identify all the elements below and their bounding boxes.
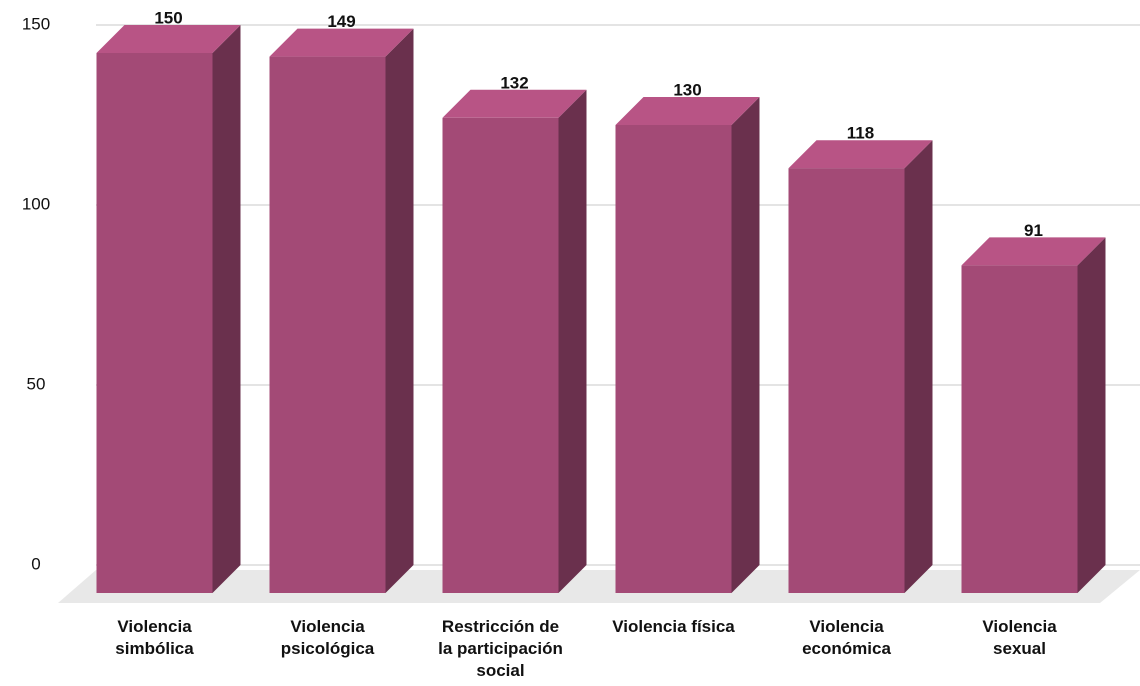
bar-side (212, 25, 241, 593)
y-tick-label: 0 (31, 554, 40, 573)
bar-side (558, 89, 587, 594)
bar (961, 237, 1106, 593)
bar (96, 25, 241, 593)
x-tick-label-line: Violencia (117, 617, 192, 636)
x-tick-label-line: Restricción de (442, 617, 559, 636)
x-tick-label: Violencia psicológica (281, 617, 375, 658)
bar-top (442, 89, 587, 118)
value-label: 150 (154, 8, 182, 27)
bar-side (1077, 237, 1106, 593)
bar (442, 89, 587, 594)
x-tick-label-line: social (476, 661, 524, 680)
x-tick-label-line: Violencia (290, 617, 365, 636)
bar-top (961, 237, 1106, 266)
bar-side (385, 28, 414, 594)
value-label: 118 (847, 124, 874, 143)
x-tick-label-line: sexual (993, 639, 1046, 658)
x-tick-label: Violencia económica (802, 617, 891, 658)
x-tick-label-line: psicológica (281, 639, 375, 658)
value-label: 149 (327, 12, 355, 31)
x-tick-label: Violencia sexual (982, 617, 1057, 658)
bar-top (615, 97, 760, 125)
x-tick-label-line: Violencia (982, 617, 1057, 636)
bar-top (269, 28, 414, 57)
y-tick-label: 150 (22, 14, 50, 33)
bar-front (269, 56, 386, 594)
x-tick-label-line: Violencia física (612, 617, 735, 636)
x-tick-label: Restricción de la participación social (438, 617, 563, 680)
bar-front (442, 117, 559, 594)
bar (788, 140, 933, 593)
bar (269, 28, 414, 594)
bar-front (615, 125, 732, 593)
bar-front (961, 265, 1078, 593)
y-tick-label: 50 (27, 374, 46, 393)
value-label: 132 (500, 73, 528, 92)
bar-side (904, 140, 933, 593)
bar-top (788, 140, 933, 169)
bar-front (96, 53, 213, 593)
bar (615, 97, 760, 593)
x-tick-label-line: Violencia (809, 617, 884, 636)
x-tick-label: Violencia física (612, 617, 735, 636)
x-tick-label-line: la participación (438, 639, 563, 658)
value-label: 130 (673, 80, 701, 99)
x-tick-label-line: simbólica (115, 639, 194, 658)
x-tick-label: Violencia simbólica (115, 617, 194, 658)
bar-side (731, 97, 760, 593)
bar-front (788, 168, 905, 593)
y-tick-label: 100 (22, 194, 50, 213)
x-tick-label-line: económica (802, 639, 891, 658)
value-label: 91 (1024, 221, 1043, 240)
bar-top (96, 25, 241, 53)
